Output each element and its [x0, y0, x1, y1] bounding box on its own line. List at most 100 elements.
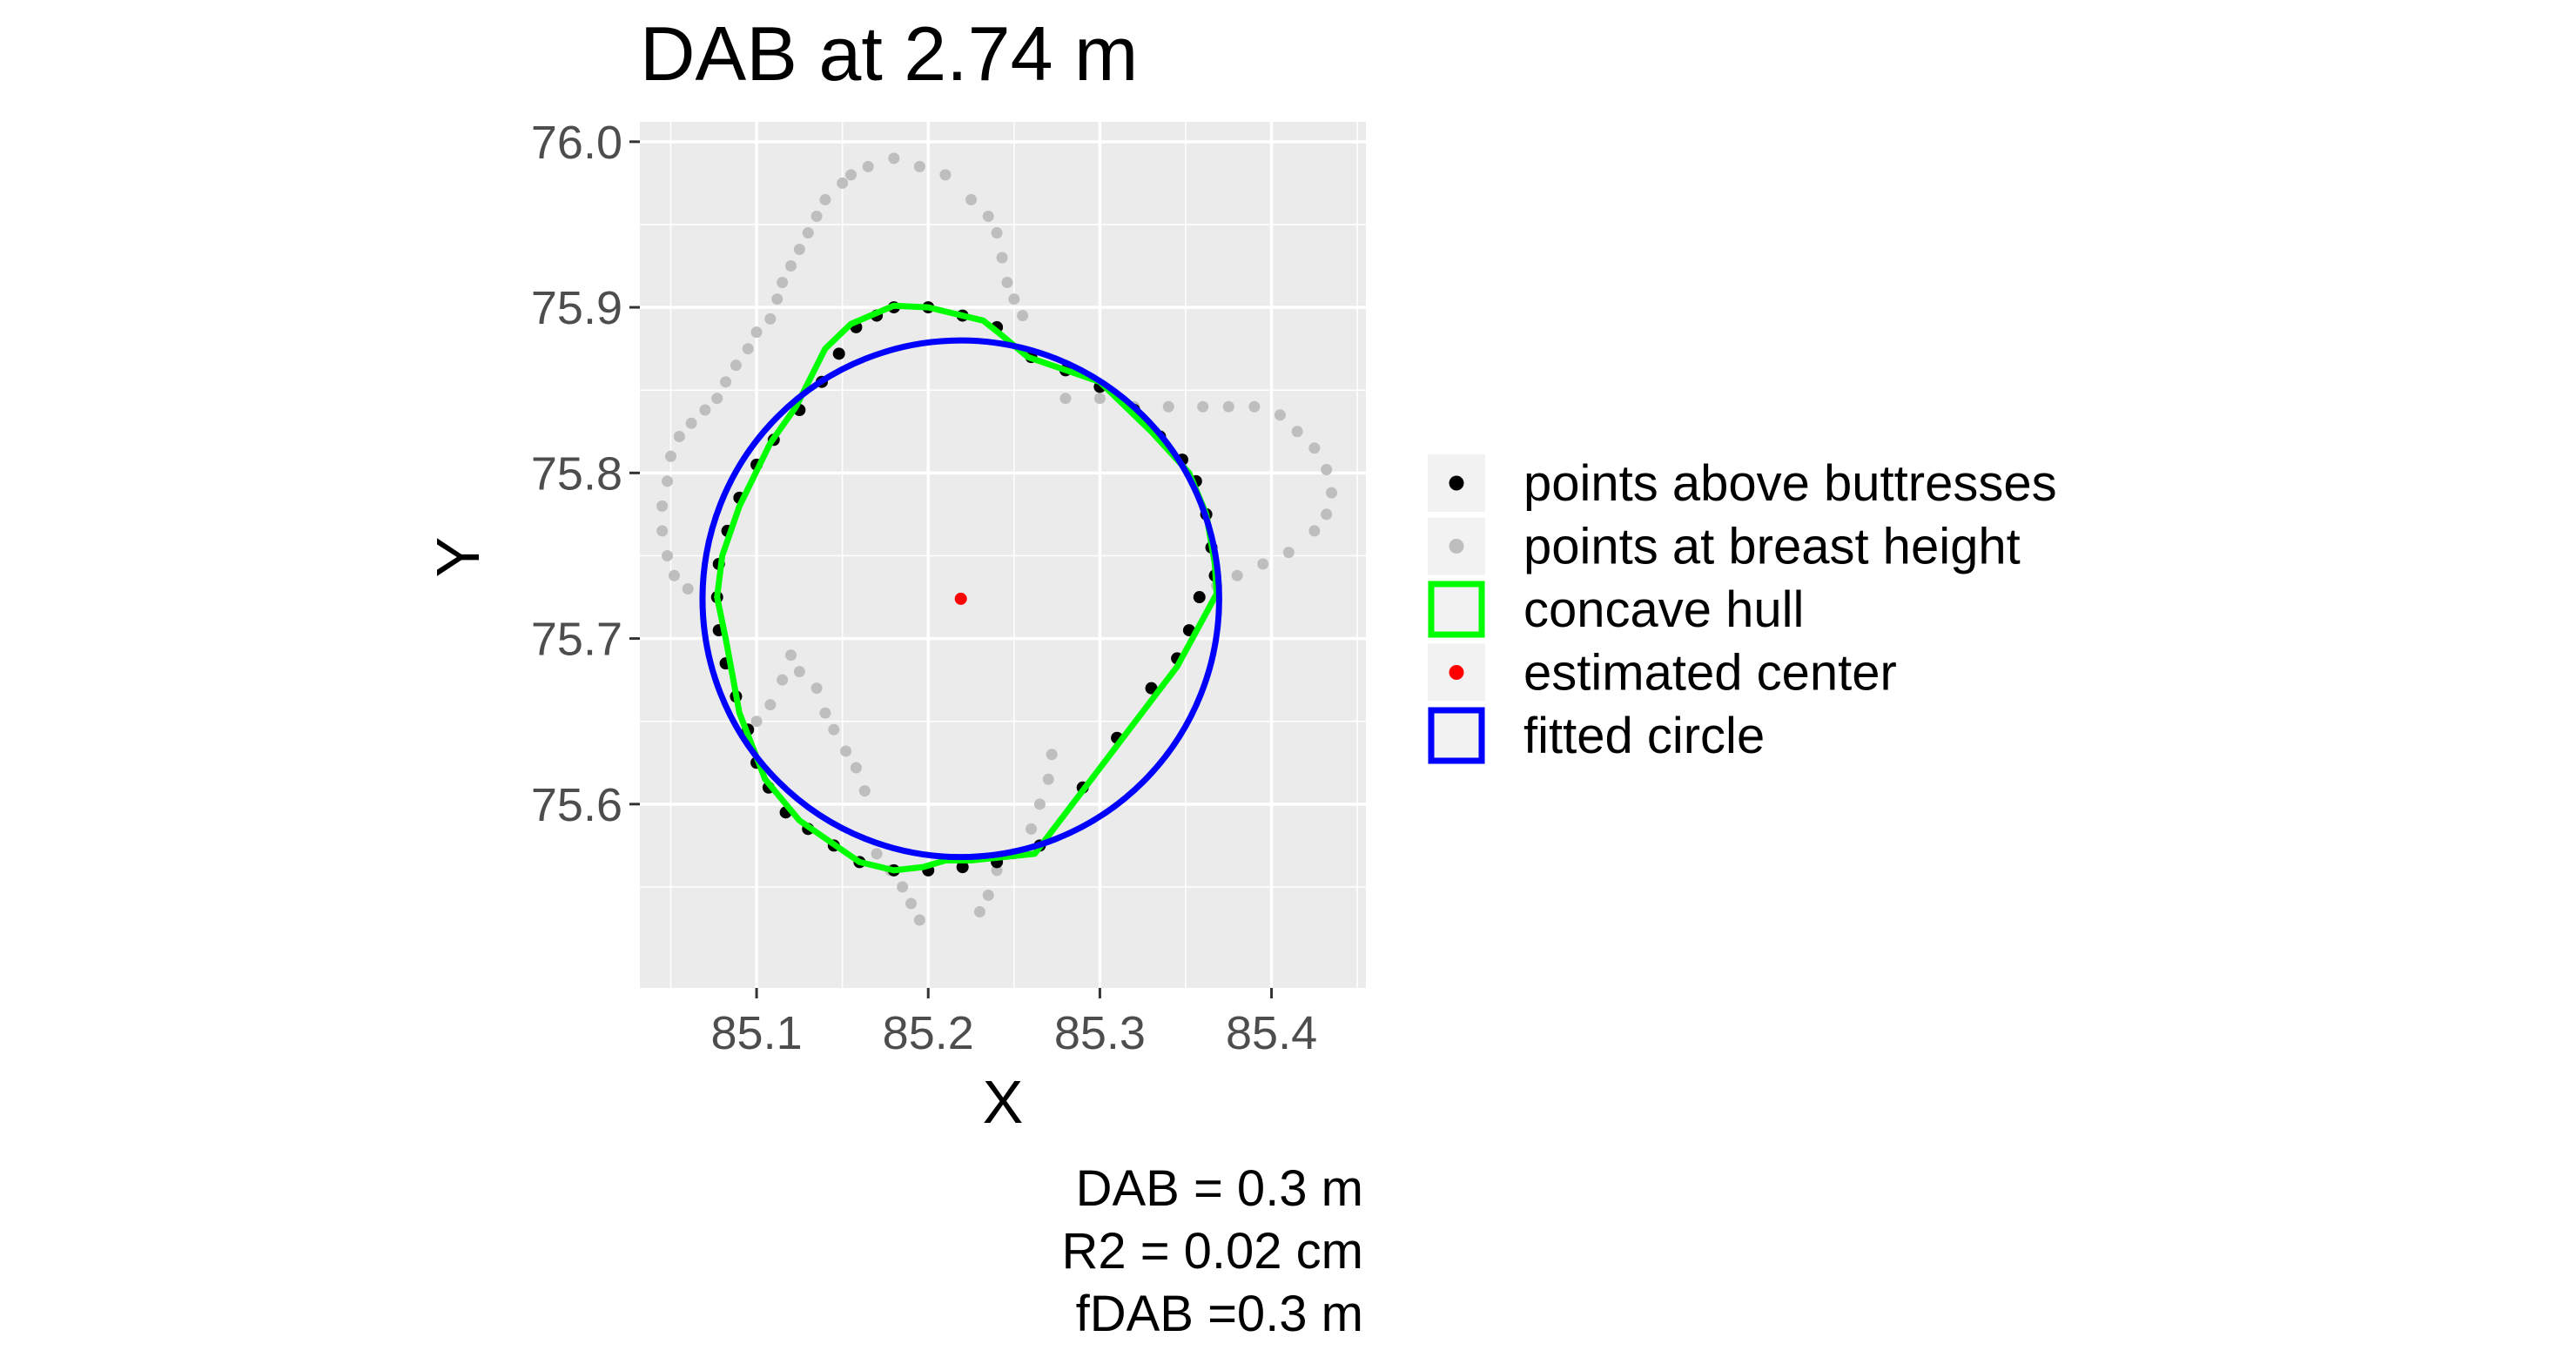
breast-height-point: [1274, 409, 1286, 421]
breast-height-point: [662, 549, 674, 561]
breast-height-point: [819, 193, 831, 205]
breast-height-point: [905, 897, 918, 910]
breast-height-point: [730, 359, 742, 372]
breast-height-point: [802, 226, 814, 238]
breast-height-point: [871, 848, 883, 860]
breast-height-point: [1321, 464, 1333, 476]
axes: 85.1 85.2 85.3 85.4 75.6 75.7 75.8 75.9 76.0: [531, 117, 1317, 1059]
breast-height-point: [1017, 310, 1029, 322]
breast-height-point: [1282, 547, 1295, 559]
buttress-point: [832, 347, 845, 360]
breast-height-point: [785, 260, 797, 272]
breast-height-point: [991, 864, 1003, 877]
breast-height-point: [777, 277, 789, 289]
breast-height-point: [913, 160, 925, 172]
legend-key-points-above-buttresses: [1449, 475, 1464, 491]
x-axis-title: X: [983, 1068, 1024, 1136]
fitted-circle-line: [699, 337, 1222, 861]
breast-height-point: [1257, 558, 1269, 570]
r2-annotation: R2 = 0.02 cm: [1061, 1223, 1363, 1280]
legend-key-estimated-center: [1449, 665, 1464, 680]
breast-height-point: [850, 762, 862, 774]
dab-annotation: DAB = 0.3 m: [1076, 1160, 1363, 1217]
breast-height-point: [845, 169, 858, 181]
breast-height-point: [699, 404, 711, 416]
breast-height-point: [711, 393, 723, 405]
breast-height-point: [1308, 525, 1321, 537]
legend-key-points-at-breast-height: [1449, 539, 1464, 554]
breast-height-point: [888, 152, 900, 165]
x-tick-label: 85.3: [1054, 1007, 1146, 1059]
breast-height-point: [793, 243, 805, 255]
legend-key-bg: [1428, 581, 1485, 638]
breast-height-point: [897, 881, 909, 893]
breast-height-point: [1231, 569, 1243, 581]
breast-height-point: [982, 210, 994, 222]
legend-key-fitted-circle: [1428, 707, 1485, 764]
breast-height-point: [1162, 400, 1174, 413]
breast-height-point: [662, 475, 674, 487]
breast-height-point: [973, 905, 985, 917]
legend-label-fitted-circle: fitted circle: [1523, 708, 1765, 764]
breast-height-point: [793, 666, 805, 678]
breast-height-point: [991, 226, 1003, 238]
breast-height-point: [1042, 773, 1054, 785]
breast-height-point: [996, 252, 1008, 264]
y-tick-label: 76.0: [531, 117, 622, 169]
breast-height-point: [1026, 823, 1038, 835]
breast-height-point: [828, 723, 840, 736]
estimated-center-point: [954, 592, 967, 605]
x-tick-label: 85.2: [883, 1007, 974, 1059]
breast-height-point: [685, 417, 697, 429]
breast-height-point: [1033, 798, 1046, 810]
breast-height-point: [840, 745, 852, 757]
plot-data: [656, 152, 1338, 926]
legend-label-concave-hull: concave hull: [1523, 581, 1804, 638]
y-tick-label: 75.7: [531, 614, 622, 666]
buttress-point: [956, 861, 969, 874]
breast-height-point: [1321, 508, 1333, 521]
breast-height-point: [750, 715, 763, 728]
chart-title: DAB at 2.74 m: [640, 10, 1138, 97]
breast-height-point: [913, 914, 925, 926]
breast-height-point: [939, 169, 952, 181]
breast-height-point: [656, 500, 669, 512]
breast-height-point: [750, 326, 763, 339]
breast-height-point: [1308, 442, 1321, 454]
legend-key-bg: [1428, 707, 1485, 764]
breast-height-point: [1059, 393, 1072, 405]
y-tick-label: 75.9: [531, 282, 622, 334]
legend-label-estimated-center: estimated center: [1523, 645, 1897, 702]
legend-label-points-above-buttresses: points above buttresses: [1523, 455, 2057, 512]
breast-height-point: [982, 889, 994, 901]
breast-height-point: [819, 707, 831, 719]
breast-height-point: [764, 312, 777, 325]
x-tick-label: 85.4: [1226, 1007, 1317, 1059]
breast-height-point: [1008, 293, 1020, 306]
buttress-point: [1145, 682, 1158, 695]
buttress-point: [1193, 591, 1206, 604]
legend-label-points-at-breast-height: points at breast height: [1523, 519, 2021, 575]
breast-height-point: [965, 193, 978, 205]
breast-height-point: [1326, 487, 1338, 499]
breast-height-point: [673, 430, 685, 442]
breast-height-point: [682, 583, 694, 595]
breast-height-point: [664, 450, 676, 462]
breast-height-point: [1222, 400, 1234, 413]
breast-height-point: [1001, 277, 1013, 289]
breast-height-point: [1291, 426, 1303, 438]
x-tick-label: 85.1: [711, 1007, 803, 1059]
grid: [640, 122, 1366, 988]
breast-height-point: [720, 376, 732, 388]
breast-height-point: [742, 343, 754, 355]
y-tick-label: 75.8: [531, 447, 622, 500]
breast-height-point: [1046, 749, 1058, 761]
breast-height-point: [771, 293, 784, 306]
breast-height-point: [656, 525, 669, 537]
y-axis-title: Y: [424, 537, 492, 578]
y-tick-label: 75.6: [531, 779, 622, 831]
breast-height-point: [862, 160, 874, 172]
breast-height-point: [858, 785, 871, 797]
legend-key-concave-hull: [1428, 581, 1485, 638]
